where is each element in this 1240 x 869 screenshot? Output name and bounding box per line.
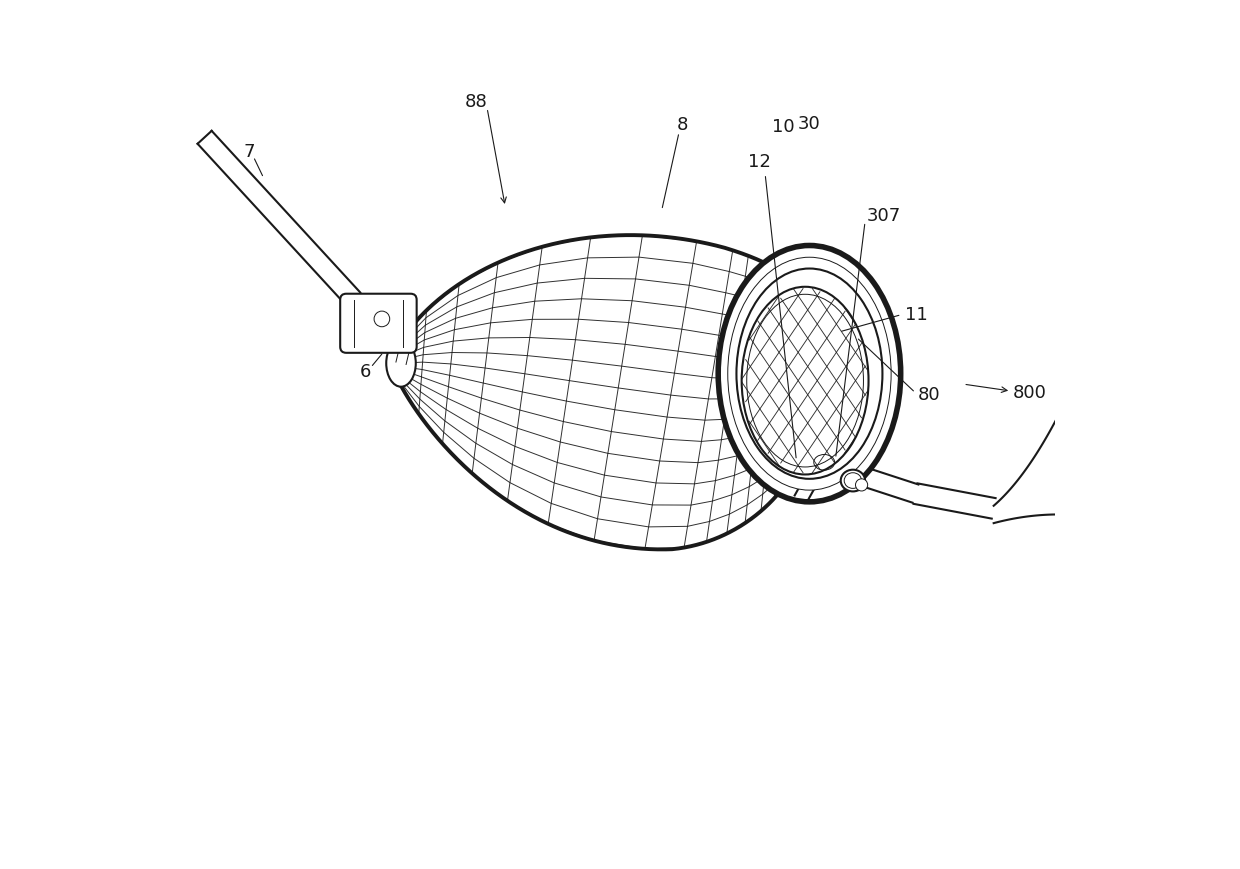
Ellipse shape: [386, 340, 415, 387]
Ellipse shape: [813, 454, 835, 470]
Text: 800: 800: [1013, 384, 1047, 401]
Text: 80: 80: [918, 387, 941, 404]
Ellipse shape: [728, 257, 892, 490]
Text: 6: 6: [360, 363, 371, 381]
Ellipse shape: [810, 451, 838, 474]
Ellipse shape: [844, 473, 862, 488]
Circle shape: [374, 311, 389, 327]
Text: 10: 10: [773, 118, 795, 136]
Text: 88: 88: [465, 93, 489, 110]
FancyBboxPatch shape: [340, 294, 417, 353]
Text: 11: 11: [905, 306, 928, 323]
Text: 30: 30: [799, 115, 821, 133]
Text: 12: 12: [748, 153, 770, 171]
Ellipse shape: [737, 269, 883, 479]
Text: 8: 8: [677, 116, 688, 134]
Text: 307: 307: [867, 207, 901, 224]
Ellipse shape: [718, 246, 900, 501]
Text: 7: 7: [243, 143, 254, 161]
Circle shape: [856, 479, 868, 491]
Ellipse shape: [841, 469, 866, 492]
